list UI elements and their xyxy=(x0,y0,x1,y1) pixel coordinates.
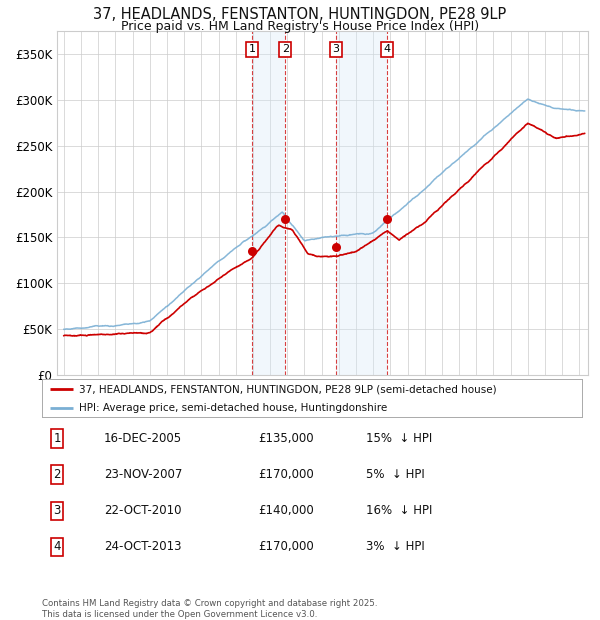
Bar xyxy=(252,31,286,375)
Text: Price paid vs. HM Land Registry's House Price Index (HPI): Price paid vs. HM Land Registry's House … xyxy=(121,20,479,33)
Text: 1: 1 xyxy=(53,432,61,445)
Text: 4: 4 xyxy=(53,540,61,553)
Text: 22-OCT-2010: 22-OCT-2010 xyxy=(104,504,182,517)
Text: 4: 4 xyxy=(383,44,391,54)
Text: 2: 2 xyxy=(53,468,61,481)
Text: 24-OCT-2013: 24-OCT-2013 xyxy=(104,540,182,553)
Text: 16%  ↓ HPI: 16% ↓ HPI xyxy=(366,504,433,517)
Text: 3: 3 xyxy=(332,44,339,54)
Text: 23-NOV-2007: 23-NOV-2007 xyxy=(104,468,182,481)
Bar xyxy=(335,31,387,375)
Text: £135,000: £135,000 xyxy=(258,432,314,445)
Text: 16-DEC-2005: 16-DEC-2005 xyxy=(104,432,182,445)
Text: 37, HEADLANDS, FENSTANTON, HUNTINGDON, PE28 9LP: 37, HEADLANDS, FENSTANTON, HUNTINGDON, P… xyxy=(94,7,506,22)
Text: 1: 1 xyxy=(249,44,256,54)
Text: HPI: Average price, semi-detached house, Huntingdonshire: HPI: Average price, semi-detached house,… xyxy=(79,402,387,413)
Text: 2: 2 xyxy=(282,44,289,54)
Text: 3%  ↓ HPI: 3% ↓ HPI xyxy=(366,540,425,553)
Text: 5%  ↓ HPI: 5% ↓ HPI xyxy=(366,468,425,481)
Text: £170,000: £170,000 xyxy=(258,468,314,481)
Text: 37, HEADLANDS, FENSTANTON, HUNTINGDON, PE28 9LP (semi-detached house): 37, HEADLANDS, FENSTANTON, HUNTINGDON, P… xyxy=(79,384,496,394)
Text: Contains HM Land Registry data © Crown copyright and database right 2025.
This d: Contains HM Land Registry data © Crown c… xyxy=(42,600,377,619)
Text: 3: 3 xyxy=(53,504,61,517)
Text: 15%  ↓ HPI: 15% ↓ HPI xyxy=(366,432,432,445)
Text: £170,000: £170,000 xyxy=(258,540,314,553)
Text: £140,000: £140,000 xyxy=(258,504,314,517)
